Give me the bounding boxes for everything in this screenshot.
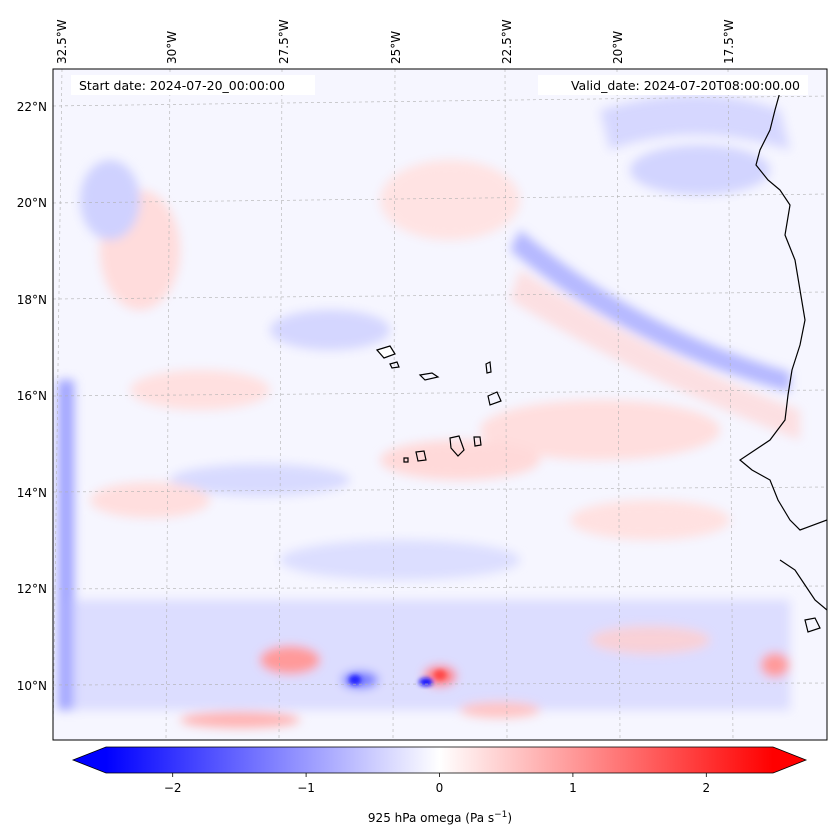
cape-verde-sao-nicolau bbox=[418, 372, 440, 381]
colorbar-tick-label: −1 bbox=[297, 781, 315, 795]
lon-label: 27.5°W bbox=[277, 19, 291, 64]
lat-label: 16°N bbox=[17, 389, 47, 403]
longitude-labels: 32.5°W 30°W 27.5°W 25°W 22.5°W 20°W 17.5… bbox=[55, 19, 736, 64]
valid-date-box: Valid_date: 2024-07-20T08:00:00.00 bbox=[538, 75, 808, 95]
colorbar-tick-label: 1 bbox=[569, 781, 577, 795]
colorbar: −2 −1 0 1 2 925 hPa omega (Pa s−1) bbox=[71, 746, 808, 825]
valid-date-text: Valid_date: 2024-07-20T08:00:00.00 bbox=[571, 78, 800, 93]
latitude-labels: 22°N 20°N 18°N 16°N 14°N 12°N 10°N bbox=[17, 100, 47, 693]
bijagos-islands bbox=[804, 617, 821, 633]
start-date-box: Start date: 2024-07-20_00:00:00 bbox=[71, 75, 315, 95]
colorbar-label: 925 hPa omega (Pa s−1) bbox=[368, 810, 512, 825]
colorbar-tick-label: 0 bbox=[436, 781, 444, 795]
lat-label: 14°N bbox=[17, 486, 47, 500]
omega-field bbox=[53, 69, 827, 740]
african-coast bbox=[738, 91, 827, 531]
map-frame bbox=[52, 68, 828, 741]
lon-label: 17.5°W bbox=[722, 19, 736, 64]
colorbar-gradient bbox=[106, 747, 773, 773]
lat-label: 22°N bbox=[17, 100, 47, 114]
cape-verde-sal bbox=[485, 361, 492, 374]
cape-verde-santiago bbox=[449, 435, 465, 457]
lon-label: 25°W bbox=[389, 31, 403, 64]
lon-label: 32.5°W bbox=[55, 19, 69, 64]
lon-label: 22.5°W bbox=[500, 19, 514, 64]
lat-label: 18°N bbox=[17, 293, 47, 307]
cape-verde-santo-antao bbox=[375, 345, 396, 359]
lat-label: 12°N bbox=[17, 582, 47, 596]
colorbar-extend-min bbox=[73, 747, 106, 773]
cape-verde-brava bbox=[403, 457, 409, 463]
graticule bbox=[53, 69, 827, 740]
cape-verde-maio bbox=[473, 436, 482, 447]
colorbar-tick-label: −2 bbox=[164, 781, 182, 795]
cape-verde-sao-vicente bbox=[389, 361, 400, 369]
colorbar-extend-max bbox=[773, 747, 806, 773]
cape-verde-boa-vista bbox=[487, 391, 502, 406]
colorbar-label-exponent: −1 bbox=[494, 810, 507, 820]
lon-label: 20°W bbox=[611, 31, 625, 64]
cape-verde-fogo bbox=[415, 450, 427, 462]
guinea-coast bbox=[779, 559, 827, 611]
coastline bbox=[375, 91, 827, 633]
colorbar-ticks: −2 −1 0 1 2 bbox=[164, 773, 710, 795]
lon-label: 30°W bbox=[165, 31, 179, 64]
colorbar-tick-label: 2 bbox=[702, 781, 710, 795]
colorbar-outline bbox=[71, 746, 808, 774]
start-date-text: Start date: 2024-07-20_00:00:00 bbox=[79, 78, 285, 93]
lat-label: 10°N bbox=[17, 679, 47, 693]
lat-label: 20°N bbox=[17, 196, 47, 210]
